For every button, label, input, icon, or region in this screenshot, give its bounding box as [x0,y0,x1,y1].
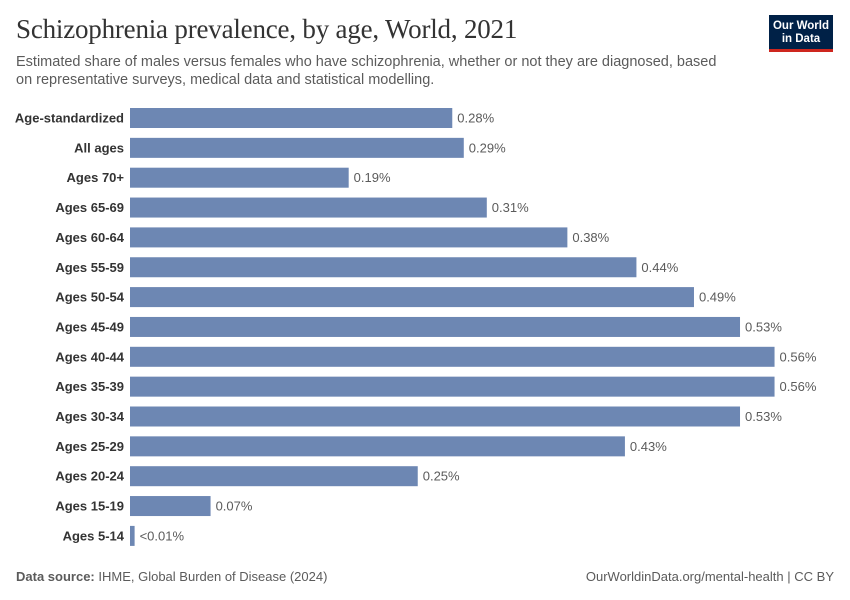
category-label: Ages 50-54 [55,290,124,305]
bar[interactable] [130,525,135,546]
footer-separator: | [787,569,791,584]
category-label: Ages 45-49 [55,319,124,334]
data-source: Data source: IHME, Global Burden of Dise… [16,569,327,584]
category-label: Ages 30-34 [55,409,124,424]
category-label: Ages 25-29 [55,439,124,454]
bar[interactable] [130,406,741,427]
bar[interactable] [130,197,487,218]
bar[interactable] [130,466,418,487]
bar[interactable] [130,227,568,248]
value-label: 0.29% [469,140,506,155]
value-label: 0.07% [216,499,253,514]
bar[interactable] [130,346,775,367]
bar[interactable] [130,316,741,337]
bar[interactable] [130,287,694,308]
category-label: Ages 60-64 [55,230,124,245]
value-label: 0.38% [572,230,609,245]
category-label: All ages [74,140,124,155]
category-label: Ages 65-69 [55,200,124,215]
bar[interactable] [130,167,349,188]
bar[interactable] [130,376,775,397]
source-url-link[interactable]: OurWorldinData.org/mental-health [585,569,784,584]
footer-links: OurWorldinData.org/mental-health | CC BY [586,569,834,584]
value-label: 0.19% [354,170,391,185]
owid-logo[interactable]: Our World in Data [769,15,833,52]
value-label: 0.44% [641,260,678,275]
category-label: Ages 55-59 [55,260,124,275]
bar[interactable] [130,436,625,457]
value-label: 0.53% [745,319,782,334]
bar-chart: Age-standardized 0.28% All ages 0.29% Ages 7… [15,108,817,546]
value-label: 0.28% [457,111,494,126]
value-label: 0.56% [780,349,817,364]
value-label: 0.31% [492,200,529,215]
chart-subtitle: Estimated share of males versus females … [16,54,717,88]
license-link[interactable]: CC BY [794,569,834,584]
bar[interactable] [130,257,637,278]
bar[interactable] [130,108,453,128]
category-label: Ages 40-44 [55,349,124,364]
value-label: <0.01% [140,528,185,543]
category-label: Age-standardized [15,111,124,126]
chart-title: Schizophrenia prevalence, by age, World,… [16,14,518,44]
value-label: 0.53% [745,409,782,424]
value-label: 0.43% [630,439,667,454]
category-label: Ages 15-19 [55,499,124,514]
category-label: Ages 5-14 [63,528,125,543]
data-source-text: IHME, Global Burden of Disease (2024) [98,569,328,584]
bar[interactable] [130,496,211,517]
value-label: 0.56% [780,379,817,394]
data-source-label: Data source: [16,569,95,584]
value-label: 0.25% [423,469,460,484]
category-label: Ages 20-24 [55,469,124,484]
bar[interactable] [130,137,464,158]
logo-line-2: in Data [781,33,821,45]
logo-line-1: Our World [772,20,829,32]
category-label: Ages 35-39 [55,379,124,394]
category-label: Ages 70+ [67,170,125,185]
value-label: 0.49% [699,290,736,305]
